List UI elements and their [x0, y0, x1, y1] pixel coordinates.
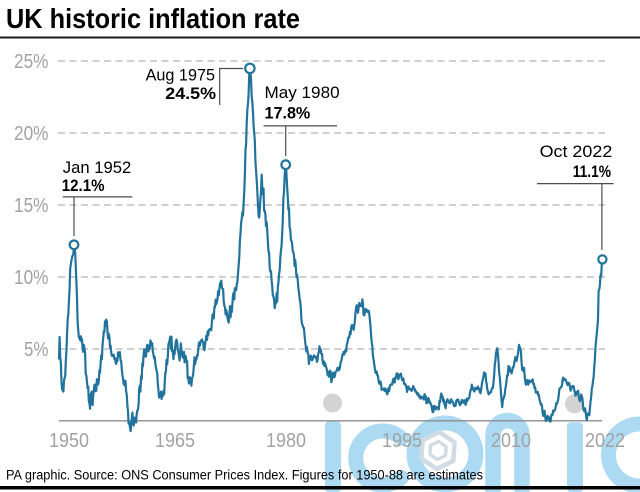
svg-text:Jan 1952: Jan 1952: [63, 158, 131, 177]
svg-text:10%: 10%: [14, 266, 49, 289]
svg-text:May 1980: May 1980: [265, 83, 340, 102]
svg-text:5%: 5%: [24, 338, 49, 361]
svg-text:1950: 1950: [49, 429, 89, 452]
svg-text:Aug 1975: Aug 1975: [146, 65, 215, 84]
svg-text:1995: 1995: [382, 429, 422, 452]
svg-text:2022: 2022: [585, 429, 625, 452]
svg-text:PA graphic. Source: ONS Consum: PA graphic. Source: ONS Consumer Prices …: [6, 468, 483, 483]
svg-text:1980: 1980: [266, 429, 306, 452]
svg-text:12.1%: 12.1%: [62, 177, 105, 195]
svg-text:Oct 2022: Oct 2022: [540, 142, 613, 161]
svg-text:15%: 15%: [14, 194, 49, 217]
svg-text:17.8%: 17.8%: [265, 105, 311, 123]
svg-text:1965: 1965: [155, 429, 195, 452]
svg-text:24.5%: 24.5%: [165, 85, 216, 103]
svg-text:UK historic inflation rate: UK historic inflation rate: [6, 3, 300, 34]
svg-text:11.1%: 11.1%: [573, 163, 612, 181]
svg-text:20%: 20%: [14, 122, 49, 145]
svg-text:2010: 2010: [491, 429, 531, 452]
svg-text:25%: 25%: [14, 50, 49, 73]
